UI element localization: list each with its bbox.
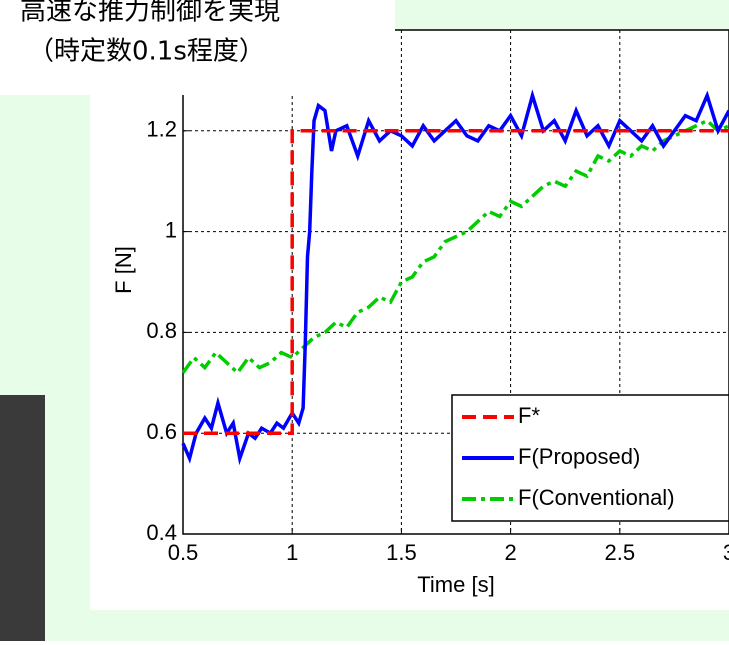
y-tick-label: 0.6 [146, 419, 177, 444]
y-tick-label: 0.4 [146, 520, 177, 545]
photo [0, 395, 45, 641]
x-tick-label: 2.5 [605, 540, 636, 565]
x-tick-label: 0.5 [168, 540, 199, 565]
x-tick-label: 1 [286, 540, 298, 565]
legend-label: F(Conventional) [518, 485, 675, 510]
x-axis-label: Time [s] [417, 572, 494, 597]
plot: 0.5 1 1.5 2 2.5 3 0.4 0.6 0.8 1 1.2 Time [s] F [N] F*… [111, 29, 729, 597]
y-tick-label: 0.8 [146, 318, 177, 343]
x-tick-label: 1.5 [386, 540, 417, 565]
legend-label: F(Proposed) [518, 444, 640, 469]
y-tick-label: 1.2 [146, 117, 177, 142]
x-tick-label: 2 [504, 540, 516, 565]
plot-frame [182, 29, 729, 535]
legend-label: F* [518, 403, 540, 428]
title-box [0, 0, 395, 95]
y-tick-label: 1 [165, 217, 177, 242]
subtitle: （時定数0.1s程度） [28, 37, 265, 67]
x-tick-label: 3 [723, 540, 729, 565]
series-line [183, 129, 729, 435]
title: 高速な推力制御を実現 [20, 0, 280, 27]
series-line [181, 118, 729, 376]
y-axis-label: F [N] [111, 246, 136, 294]
